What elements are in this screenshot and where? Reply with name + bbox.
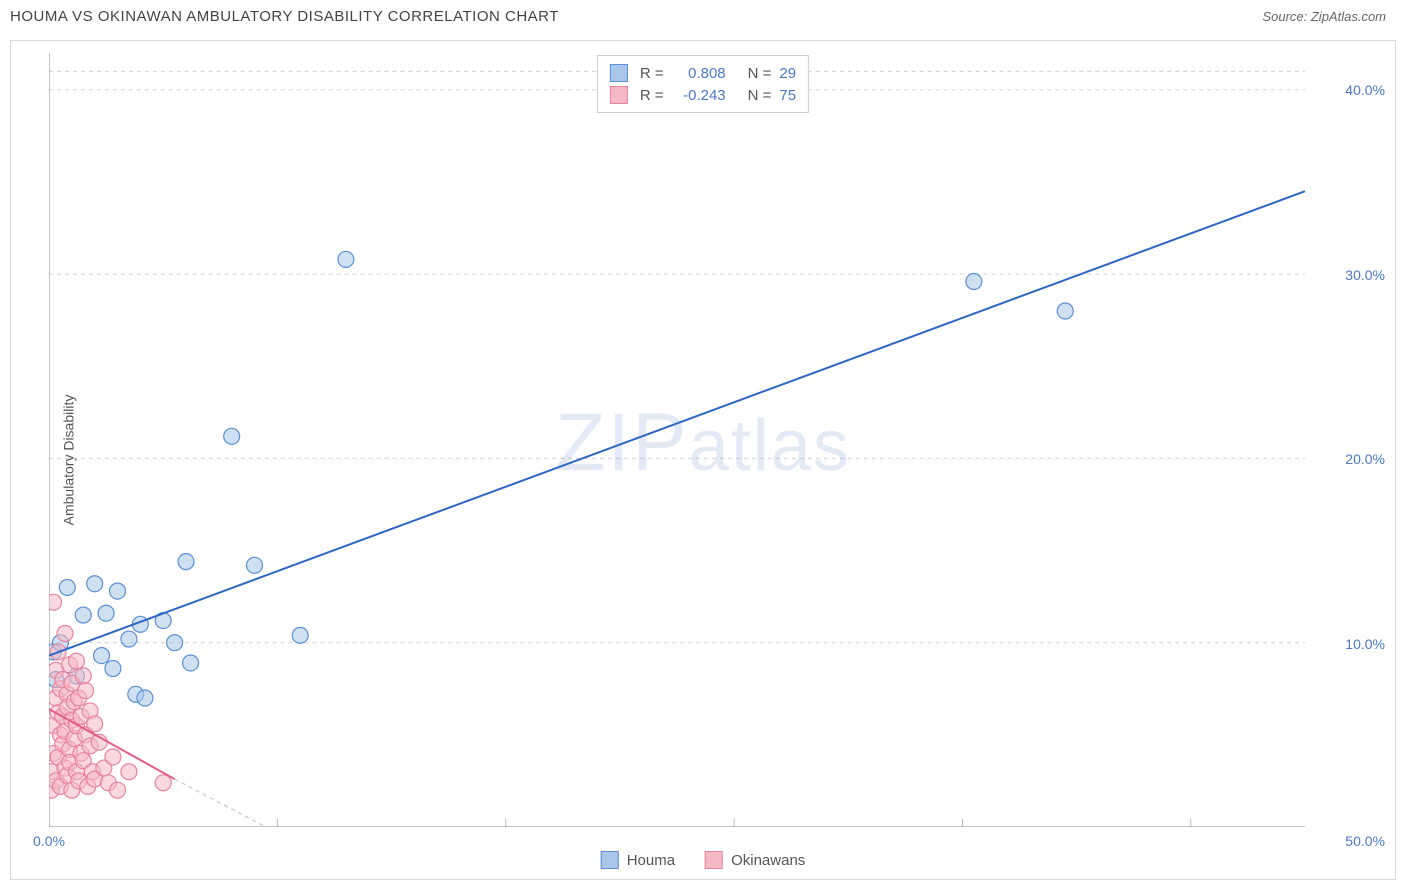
x-tick-label: 50.0% xyxy=(1345,833,1385,849)
data-point xyxy=(966,274,982,290)
data-point xyxy=(110,782,126,798)
trend-line xyxy=(49,191,1305,655)
data-point xyxy=(75,607,91,623)
legend-swatch xyxy=(705,851,723,869)
legend-swatch xyxy=(610,86,628,104)
series-legend: Houma Okinawans xyxy=(601,851,806,869)
y-tick-label: 30.0% xyxy=(1345,267,1385,283)
data-point xyxy=(87,576,103,592)
data-point xyxy=(105,749,121,765)
legend-r-label: R = xyxy=(640,65,664,82)
data-point xyxy=(183,655,199,671)
data-point xyxy=(110,583,126,599)
data-point xyxy=(94,648,110,664)
data-point xyxy=(137,690,153,706)
trend-line-extrapolation xyxy=(175,779,266,827)
data-point xyxy=(155,775,171,791)
legend-r-label: R = xyxy=(640,87,664,104)
data-point xyxy=(75,668,91,684)
data-point xyxy=(292,627,308,643)
source-attribution: Source: ZipAtlas.com xyxy=(1262,9,1386,24)
x-tick-label: 0.0% xyxy=(33,833,65,849)
data-point xyxy=(167,635,183,651)
legend-n-value: 29 xyxy=(779,65,796,82)
legend-row: R = 0.808 N = 29 xyxy=(610,62,796,84)
data-point xyxy=(178,554,194,570)
data-point xyxy=(1057,303,1073,319)
legend-swatch xyxy=(601,851,619,869)
data-point xyxy=(338,251,354,267)
data-point xyxy=(49,594,62,610)
legend-r-value: 0.808 xyxy=(672,65,726,82)
legend-n-value: 75 xyxy=(779,87,796,104)
data-point xyxy=(247,557,263,573)
data-point xyxy=(121,631,137,647)
data-point xyxy=(105,661,121,677)
data-point xyxy=(78,683,94,699)
data-point xyxy=(98,605,114,621)
legend-row: R = -0.243 N = 75 xyxy=(610,84,796,106)
correlation-legend: R = 0.808 N = 29 R = -0.243 N = 75 xyxy=(597,55,809,113)
legend-n-label: N = xyxy=(748,65,772,82)
chart-container: Ambulatory Disability ZIPatlas R = 0.808… xyxy=(10,40,1396,880)
y-tick-label: 20.0% xyxy=(1345,451,1385,467)
legend-swatch xyxy=(610,64,628,82)
legend-item: Okinawans xyxy=(705,851,805,869)
y-tick-label: 10.0% xyxy=(1345,636,1385,652)
data-point xyxy=(57,626,73,642)
plot-area xyxy=(49,53,1305,827)
legend-label: Houma xyxy=(627,852,675,869)
legend-item: Houma xyxy=(601,851,675,869)
data-point xyxy=(87,716,103,732)
data-point xyxy=(224,428,240,444)
data-point xyxy=(68,653,84,669)
legend-n-label: N = xyxy=(748,87,772,104)
legend-label: Okinawans xyxy=(731,852,805,869)
legend-r-value: -0.243 xyxy=(672,87,726,104)
data-point xyxy=(59,579,75,595)
y-tick-label: 40.0% xyxy=(1345,82,1385,98)
chart-title: HOUMA VS OKINAWAN AMBULATORY DISABILITY … xyxy=(10,8,559,25)
data-point xyxy=(121,764,137,780)
